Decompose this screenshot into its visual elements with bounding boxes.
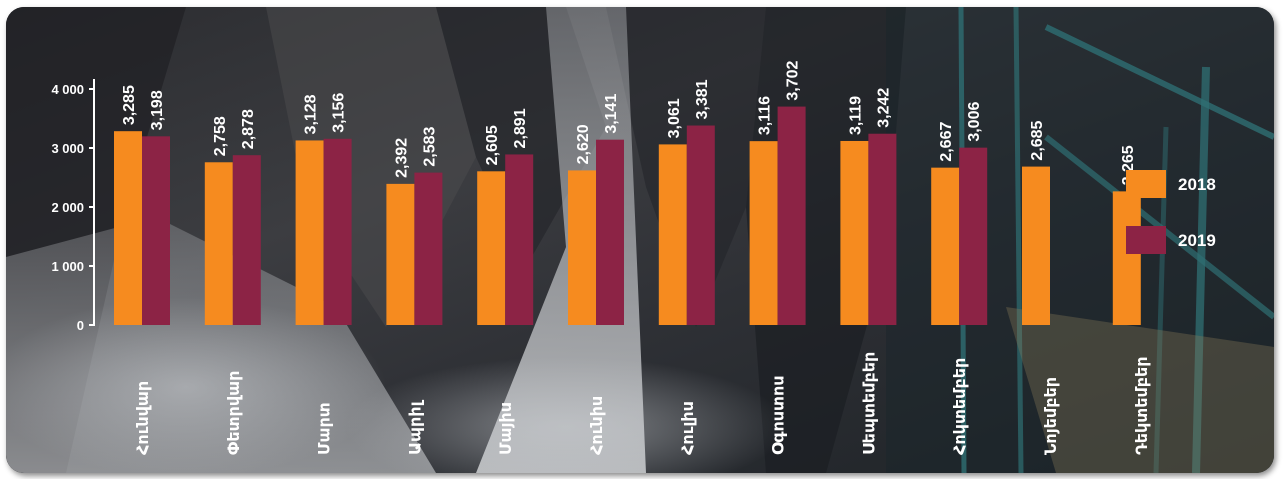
bar-2019	[414, 172, 443, 325]
data-label-2018: 2,605	[484, 125, 501, 165]
data-label-2019: 2,891	[512, 108, 529, 148]
y-tick-label: 2 000	[51, 200, 84, 215]
y-tick-label: 0	[77, 318, 84, 333]
bar-2018	[1112, 191, 1141, 325]
x-category-label: Փետրվար	[226, 371, 243, 455]
data-label-2018: 3,116	[757, 96, 774, 135]
x-category-label: Հունվար	[135, 381, 152, 455]
legend-label-2019: 2019	[1178, 231, 1216, 250]
x-category-label: Սեպտեմբեր	[861, 352, 878, 455]
bar-2018	[477, 171, 506, 325]
bar-2018	[658, 144, 687, 325]
x-category-label: Հունիս	[589, 396, 606, 455]
data-label-2019: 3,156	[331, 93, 348, 133]
bar-2018	[114, 131, 142, 325]
data-label-2018: 2,685	[1029, 120, 1046, 160]
bar-2018	[840, 140, 869, 325]
bar-2018	[1022, 166, 1050, 325]
x-category-label: Հոկտեմբեր	[952, 358, 969, 455]
bar-2019	[959, 147, 988, 325]
x-category-label: Օգոստոս	[771, 375, 788, 455]
legend-swatch-2019	[1126, 226, 1166, 254]
bar-2019	[868, 133, 897, 325]
data-label-2018: 2,392	[393, 138, 410, 178]
y-tick-label: 1 000	[51, 259, 84, 274]
data-label-2019: 2,878	[240, 109, 257, 149]
data-label-2019: 3,702	[785, 60, 802, 100]
data-label-2019: 3,006	[966, 102, 983, 142]
data-label-2018: 3,128	[303, 94, 320, 134]
x-category-label: Դեկտեմբեր	[1134, 356, 1151, 455]
bar-2019	[323, 138, 352, 325]
y-tick-label: 3 000	[51, 141, 84, 156]
x-category-label: Մարտ	[317, 402, 334, 455]
data-label-2018: 3,119	[847, 96, 864, 135]
bar-2018	[295, 140, 324, 325]
bar-2018	[204, 162, 233, 325]
bar-2019	[142, 136, 170, 325]
bar-2018	[931, 167, 960, 325]
data-label-2018: 2,620	[575, 124, 592, 164]
data-label-2019: 3,141	[603, 94, 620, 134]
chart-card: 0 1 000 2 000 3 000 4 000 3,285 3,198 Հունվար 2…	[6, 7, 1274, 473]
bar-2019	[777, 106, 806, 325]
x-category-label: Հուլիս	[680, 401, 697, 455]
bar-chart: 0 1 000 2 000 3 000 4 000 3,285 3,198 Հունվար 2…	[51, 60, 1216, 455]
y-tick-label: 4 000	[51, 82, 84, 97]
data-label-2018: 3,285	[121, 85, 138, 125]
data-label-2018: 2,758	[212, 116, 229, 156]
bar-2019	[505, 154, 534, 325]
x-category-label: Մայիս	[498, 402, 515, 455]
waterfall-background-image	[6, 7, 1274, 473]
data-label-2019: 3,381	[694, 79, 711, 119]
x-category-label: Նոյեմբեր	[1043, 377, 1060, 455]
bar-2019	[232, 155, 261, 325]
bar-2019	[686, 125, 715, 326]
data-label-2019: 3,242	[875, 88, 892, 128]
x-category-label: Ապրիլ	[407, 399, 424, 455]
data-label-2019: 3,198	[149, 90, 166, 130]
bar-2018	[568, 170, 596, 325]
bar-2019	[596, 139, 624, 325]
bar-2018	[749, 141, 778, 325]
data-label-2019: 2,583	[421, 126, 438, 166]
legend-label-2018: 2018	[1178, 175, 1216, 194]
legend-swatch-2018	[1126, 170, 1166, 198]
bar-2018	[386, 183, 415, 325]
data-label-2018: 3,061	[666, 98, 683, 138]
data-label-2018: 2,667	[938, 122, 955, 162]
